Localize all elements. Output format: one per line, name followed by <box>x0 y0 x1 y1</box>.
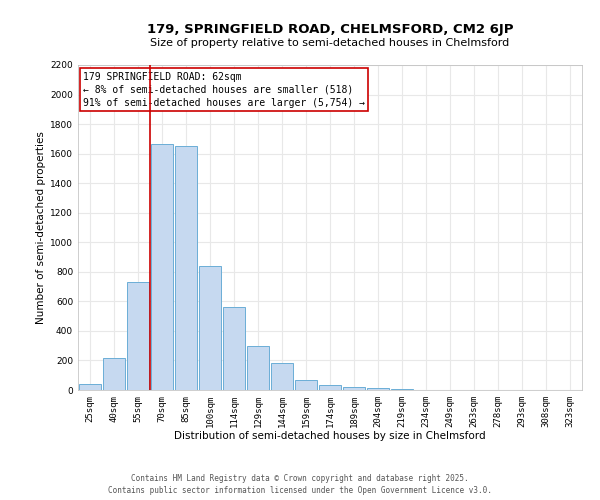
Bar <box>151 144 173 390</box>
Y-axis label: Number of semi-detached properties: Number of semi-detached properties <box>36 131 46 324</box>
Text: Contains HM Land Registry data © Crown copyright and database right 2025.
Contai: Contains HM Land Registry data © Crown c… <box>108 474 492 495</box>
Bar <box>199 266 221 390</box>
Bar <box>247 346 269 390</box>
Bar <box>79 384 101 390</box>
Bar <box>223 308 245 390</box>
Bar <box>343 387 365 390</box>
Bar <box>319 385 341 390</box>
Bar <box>271 364 293 390</box>
Bar <box>295 380 317 390</box>
Text: 179, SPRINGFIELD ROAD, CHELMSFORD, CM2 6JP: 179, SPRINGFIELD ROAD, CHELMSFORD, CM2 6… <box>147 22 513 36</box>
X-axis label: Distribution of semi-detached houses by size in Chelmsford: Distribution of semi-detached houses by … <box>174 432 486 442</box>
Bar <box>103 358 125 390</box>
Bar <box>175 146 197 390</box>
Bar <box>127 282 149 390</box>
Bar <box>367 388 389 390</box>
Text: 179 SPRINGFIELD ROAD: 62sqm
← 8% of semi-detached houses are smaller (518)
91% o: 179 SPRINGFIELD ROAD: 62sqm ← 8% of semi… <box>83 72 365 108</box>
Text: Size of property relative to semi-detached houses in Chelmsford: Size of property relative to semi-detach… <box>151 38 509 48</box>
